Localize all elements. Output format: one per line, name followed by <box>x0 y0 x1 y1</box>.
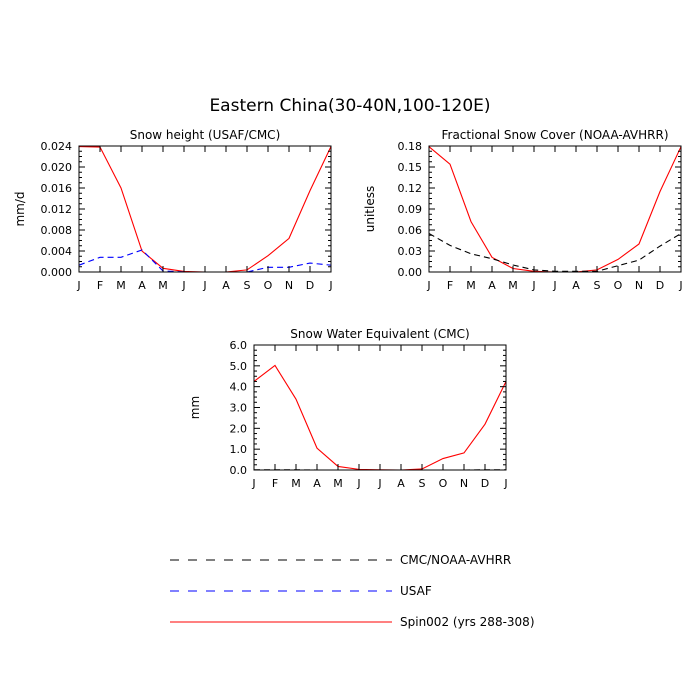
x-tick-label: J <box>503 477 507 490</box>
x-tick-label: D <box>481 477 489 490</box>
x-tick-label: D <box>306 279 314 292</box>
x-tick-label: J <box>251 477 255 490</box>
y-tick-label: 0.06 <box>398 224 423 237</box>
legend-entry-3: Spin002 (yrs 288-308) <box>170 615 535 629</box>
panel-title: Snow height (USAF/CMC) <box>130 128 281 142</box>
x-tick-label: M <box>291 477 301 490</box>
panel-title: Snow Water Equivalent (CMC) <box>290 327 469 341</box>
x-tick-label: J <box>678 279 682 292</box>
y-tick-label: 0.012 <box>41 203 73 216</box>
legend: CMC/NOAA-AVHRR USAF Spin002 (yrs 288-308) <box>170 553 535 629</box>
y-tick-label: 0.020 <box>41 161 73 174</box>
x-tick-label: D <box>656 279 664 292</box>
y-tick-label: 1.0 <box>230 443 248 456</box>
y-tick-label: 4.0 <box>230 381 248 394</box>
y-axis-label: mm <box>188 396 202 419</box>
y-axis-label: unitless <box>363 186 377 232</box>
x-tick-label: J <box>531 279 535 292</box>
x-tick-label: J <box>202 279 206 292</box>
legend-entry-1: CMC/NOAA-AVHRR <box>170 553 511 567</box>
x-tick-label: N <box>635 279 643 292</box>
x-tick-label: A <box>313 477 321 490</box>
x-tick-label: M <box>466 279 476 292</box>
x-tick-label: A <box>397 477 405 490</box>
panel-title: Fractional Snow Cover (NOAA-AVHRR) <box>441 128 668 142</box>
y-tick-label: 6.0 <box>230 339 248 352</box>
x-tick-label: J <box>181 279 185 292</box>
chart-panel-1: J F M A M J J A S O N D J0.0000.0040.0080.0120.0160.… <box>13 128 333 292</box>
x-tick-label: S <box>594 279 601 292</box>
x-tick-label: M <box>158 279 168 292</box>
series-line-spin002-yrs-288-308- <box>428 146 682 273</box>
x-tick-label: O <box>264 279 273 292</box>
x-tick-label: S <box>419 477 426 490</box>
legend-label: CMC/NOAA-AVHRR <box>400 553 511 567</box>
y-tick-label: 0.03 <box>398 245 423 258</box>
y-tick-label: 0.00 <box>398 266 423 279</box>
series-line-spin002-yrs-288-308- <box>253 364 507 471</box>
x-tick-label: S <box>244 279 251 292</box>
x-tick-label: N <box>285 279 293 292</box>
x-tick-label: J <box>328 279 332 292</box>
y-tick-label: 0.18 <box>398 140 423 153</box>
legend-label: USAF <box>400 584 432 598</box>
chart-panels: J F M A M J J A S O N D J0.0000.0040.0080.0120.0160.… <box>13 128 683 490</box>
x-tick-label: J <box>76 279 80 292</box>
y-tick-label: 0.15 <box>398 161 423 174</box>
x-tick-label: F <box>447 279 453 292</box>
plot-frame <box>253 344 507 471</box>
y-tick-label: 0.008 <box>41 224 73 237</box>
x-tick-label: O <box>614 279 623 292</box>
x-tick-label: J <box>552 279 556 292</box>
y-axis-label: mm/d <box>13 191 27 226</box>
x-tick-label: F <box>97 279 103 292</box>
y-tick-label: 0.024 <box>41 140 73 153</box>
y-tick-label: 2.0 <box>230 422 248 435</box>
legend-entry-2: USAF <box>170 584 432 598</box>
figure-title: Eastern China(30-40N,100-120E) <box>209 96 490 116</box>
y-tick-label: 3.0 <box>230 402 248 415</box>
x-tick-label: F <box>272 477 278 490</box>
y-tick-label: 0.09 <box>398 203 423 216</box>
x-tick-label: A <box>222 279 230 292</box>
plot-frame <box>78 145 332 273</box>
x-tick-label: O <box>439 477 448 490</box>
x-tick-label: M <box>508 279 518 292</box>
x-tick-label: N <box>460 477 468 490</box>
x-tick-label: J <box>426 279 430 292</box>
x-tick-label: J <box>356 477 360 490</box>
x-tick-label: A <box>572 279 580 292</box>
legend-label: Spin002 (yrs 288-308) <box>400 615 535 629</box>
y-tick-label: 0.004 <box>41 245 73 258</box>
y-tick-label: 0.0 <box>230 464 248 477</box>
x-tick-label: M <box>116 279 126 292</box>
x-tick-label: A <box>488 279 496 292</box>
x-tick-label: A <box>138 279 146 292</box>
y-tick-label: 0.000 <box>41 266 73 279</box>
y-tick-label: 5.0 <box>230 360 248 373</box>
x-tick-label: J <box>377 477 381 490</box>
chart-panel-2: J F M A M J J A S O N D J0.000.030.060.090.120.150.1… <box>363 128 683 292</box>
x-tick-label: M <box>333 477 343 490</box>
series-line-cmc-noaa-avhrr <box>428 233 682 272</box>
y-tick-label: 0.12 <box>398 182 423 195</box>
series-line-spin002-yrs-288-308- <box>78 145 332 273</box>
y-tick-label: 0.016 <box>41 182 73 195</box>
